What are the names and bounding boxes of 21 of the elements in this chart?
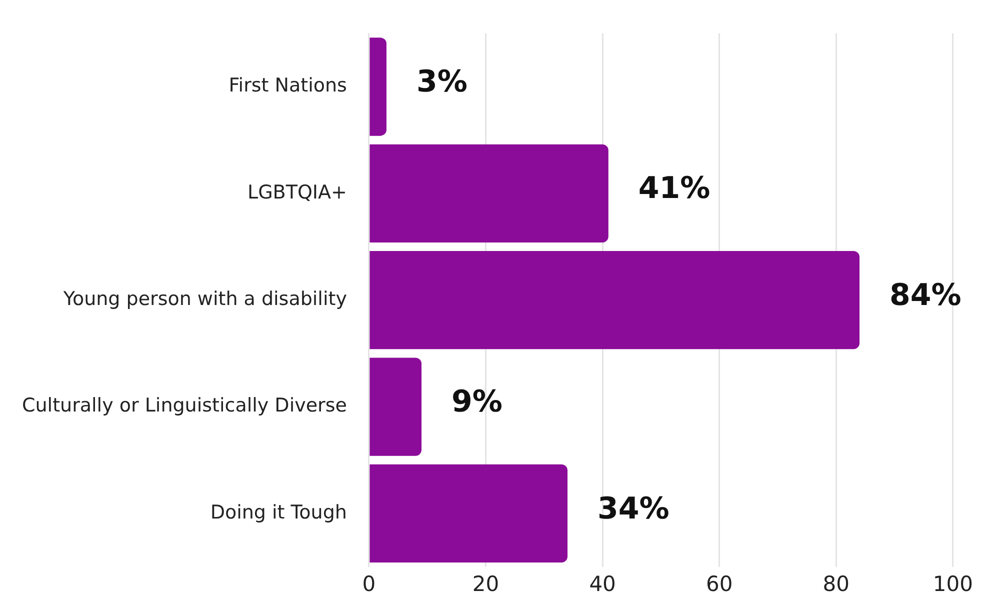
data-label: 34% <box>598 491 670 526</box>
bar <box>370 358 422 456</box>
bar <box>370 251 860 350</box>
bar <box>370 464 568 563</box>
data-label: 84% <box>890 278 962 313</box>
y-tick-label: First Nations <box>228 74 347 97</box>
x-tick-label: 0 <box>362 572 376 596</box>
y-tick-label: LGBTQIA+ <box>248 181 347 204</box>
data-label: 9% <box>452 384 502 420</box>
bar <box>370 38 386 136</box>
x-tick-label: 60 <box>706 572 733 596</box>
y-tick-label: Young person with a disability <box>62 288 347 310</box>
x-tick-label: 100 <box>932 572 974 596</box>
x-tick-label: 40 <box>589 572 616 596</box>
data-label: 41% <box>638 171 710 206</box>
data-label: 3% <box>416 64 468 100</box>
x-tick-label: 20 <box>472 572 500 596</box>
bar <box>370 144 608 242</box>
y-tick-label: Culturally or Linguistically Diverse <box>22 394 347 417</box>
x-tick-label: 80 <box>822 572 850 596</box>
y-tick-label: Doing it Tough <box>210 501 347 524</box>
